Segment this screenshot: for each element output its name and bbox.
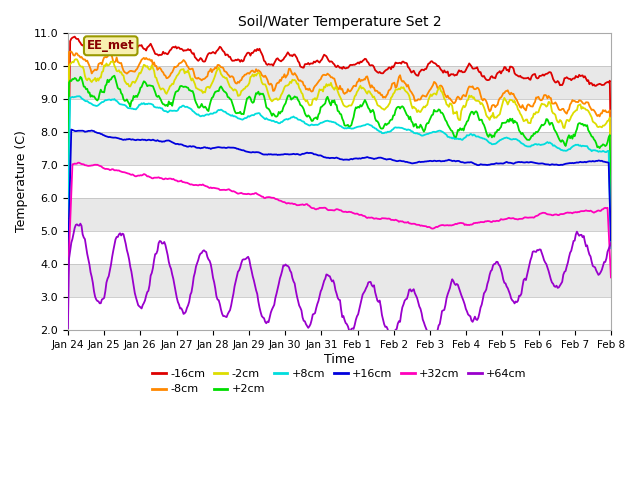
Y-axis label: Temperature (C): Temperature (C): [15, 131, 28, 232]
Title: Soil/Water Temperature Set 2: Soil/Water Temperature Set 2: [237, 15, 441, 29]
Bar: [68, 264, 611, 297]
Bar: [68, 99, 611, 132]
Bar: [68, 297, 611, 330]
Bar: [68, 198, 611, 231]
Bar: [68, 132, 611, 165]
X-axis label: Time: Time: [324, 353, 355, 366]
Bar: [68, 231, 611, 264]
Text: EE_met: EE_met: [87, 39, 134, 52]
Bar: [68, 165, 611, 198]
Legend: -16cm, -8cm, -2cm, +2cm, +8cm, +16cm, +32cm, +64cm: -16cm, -8cm, -2cm, +2cm, +8cm, +16cm, +3…: [148, 364, 531, 399]
Bar: [68, 66, 611, 99]
Bar: [68, 33, 611, 66]
